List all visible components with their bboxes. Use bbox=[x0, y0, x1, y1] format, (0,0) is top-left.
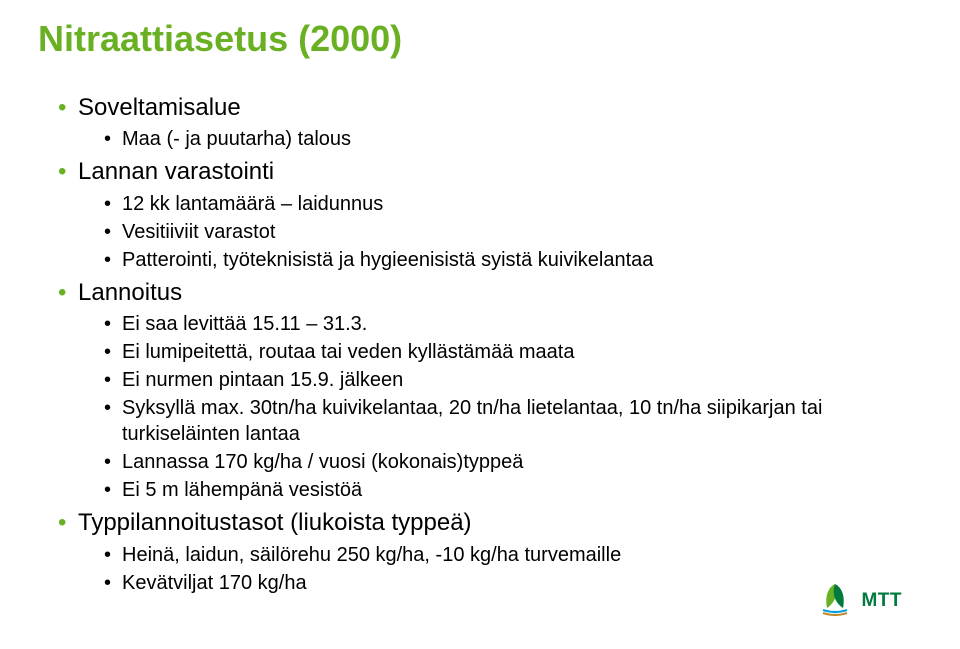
sub-list-item-label: Ei saa levittää 15.11 – 31.3. bbox=[122, 313, 367, 335]
sub-list-item-label: Syksyllä max. 30tn/ha kuivikelantaa, 20 … bbox=[122, 397, 822, 445]
sub-list-item: Kevätviljat 170 kg/ha bbox=[104, 570, 922, 596]
logo-text: MTT bbox=[861, 590, 902, 612]
list-item: Lannoitus Ei saa levittää 15.11 – 31.3. … bbox=[58, 277, 922, 503]
leaf-icon bbox=[815, 578, 855, 623]
sub-list-item: Ei saa levittää 15.11 – 31.3. bbox=[104, 311, 922, 337]
sub-list-item: Ei nurmen pintaan 15.9. jälkeen bbox=[104, 367, 922, 393]
list-item: Typpilannoitustasot (liukoista typpeä) H… bbox=[58, 507, 922, 595]
sub-list-item-label: Heinä, laidun, säilörehu 250 kg/ha, -10 … bbox=[122, 544, 621, 566]
slide-title: Nitraattiasetus (2000) bbox=[38, 18, 922, 60]
sub-list-item: Lannassa 170 kg/ha / vuosi (kokonais)typ… bbox=[104, 449, 922, 475]
sub-list: Ei saa levittää 15.11 – 31.3. Ei lumipei… bbox=[78, 311, 922, 503]
sub-list-item-label: Maa (- ja puutarha) talous bbox=[122, 128, 351, 150]
list-item-label: Lannoitus bbox=[78, 279, 182, 306]
sub-list: Maa (- ja puutarha) talous bbox=[78, 126, 922, 152]
sub-list-item-label: Ei lumipeitettä, routaa tai veden kylläs… bbox=[122, 341, 574, 363]
sub-list-item-label: 12 kk lantamäärä – laidunnus bbox=[122, 193, 383, 215]
list-item: Lannan varastointi 12 kk lantamäärä – la… bbox=[58, 156, 922, 272]
sub-list-item: 12 kk lantamäärä – laidunnus bbox=[104, 191, 922, 217]
sub-list: 12 kk lantamäärä – laidunnus Vesitiiviit… bbox=[78, 191, 922, 273]
list-item-label: Lannan varastointi bbox=[78, 158, 274, 185]
sub-list-item: Heinä, laidun, säilörehu 250 kg/ha, -10 … bbox=[104, 542, 922, 568]
sub-list-item-label: Patterointi, työteknisistä ja hygieenisi… bbox=[122, 249, 653, 271]
sub-list-item: Syksyllä max. 30tn/ha kuivikelantaa, 20 … bbox=[104, 395, 922, 447]
sub-list-item: Ei lumipeitettä, routaa tai veden kylläs… bbox=[104, 339, 922, 365]
sub-list-item-label: Ei 5 m lähempänä vesistöä bbox=[122, 479, 362, 501]
sub-list-item: Patterointi, työteknisistä ja hygieenisi… bbox=[104, 247, 922, 273]
sub-list-item-label: Kevätviljat 170 kg/ha bbox=[122, 572, 307, 594]
list-item-label: Typpilannoitustasot (liukoista typpeä) bbox=[78, 509, 472, 536]
sub-list-item: Vesitiiviit varastot bbox=[104, 219, 922, 245]
sub-list-item-label: Vesitiiviit varastot bbox=[122, 221, 275, 243]
bullet-list: Soveltamisalue Maa (- ja puutarha) talou… bbox=[38, 92, 922, 596]
sub-list-item: Ei 5 m lähempänä vesistöä bbox=[104, 477, 922, 503]
list-item-label: Soveltamisalue bbox=[78, 94, 241, 121]
logo: MTT bbox=[815, 578, 902, 623]
slide: Nitraattiasetus (2000) Soveltamisalue Ma… bbox=[0, 0, 960, 649]
sub-list-item-label: Lannassa 170 kg/ha / vuosi (kokonais)typ… bbox=[122, 451, 523, 473]
sub-list: Heinä, laidun, säilörehu 250 kg/ha, -10 … bbox=[78, 542, 922, 596]
sub-list-item-label: Ei nurmen pintaan 15.9. jälkeen bbox=[122, 369, 403, 391]
sub-list-item: Maa (- ja puutarha) talous bbox=[104, 126, 922, 152]
list-item: Soveltamisalue Maa (- ja puutarha) talou… bbox=[58, 92, 922, 152]
